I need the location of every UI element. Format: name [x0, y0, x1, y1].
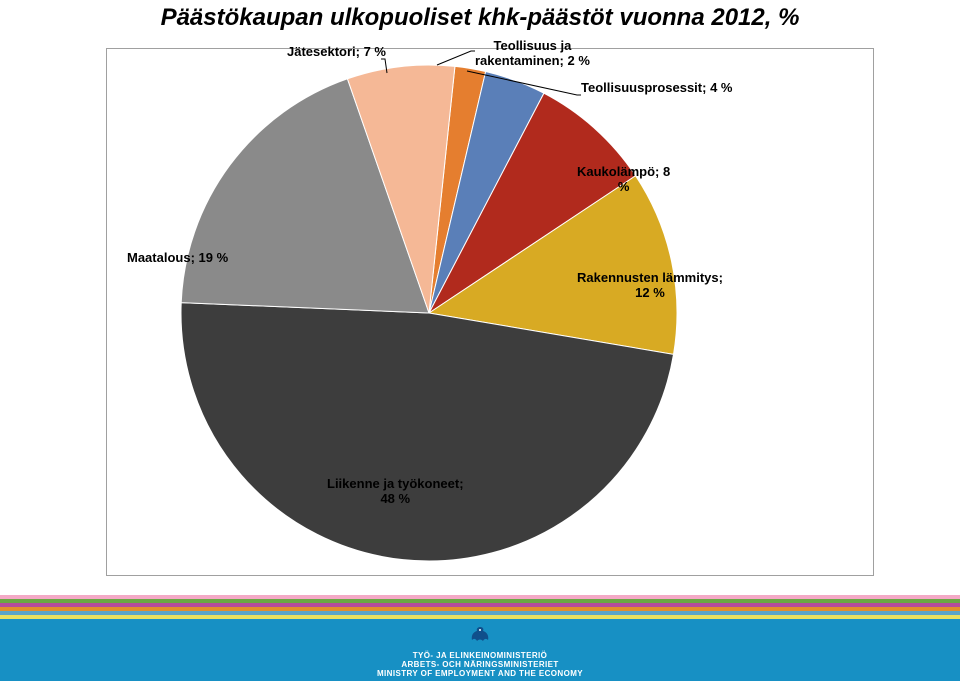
label-rakennusten_lammitys: Rakennusten lämmitys; 12 % — [577, 271, 723, 301]
label-teollisuus_rakentaminen: Teollisuus ja rakentaminen; 2 % — [475, 39, 590, 69]
pie-chart — [107, 49, 875, 577]
ministry-text: TYÖ- JA ELINKEINOMINISTERIÖARBETS- OCH N… — [377, 651, 583, 678]
chart-container: Teollisuus ja rakentaminen; 2 %Teollisuu… — [106, 48, 874, 576]
footer-stripes — [0, 595, 960, 619]
leader-teollisuus_rakentaminen — [437, 51, 475, 65]
label-teollisuusprosessit: Teollisuusprosessit; 4 % — [581, 81, 732, 96]
label-kaukolampo: Kaukolämpö; 8 % — [577, 165, 670, 195]
crest-svg — [466, 624, 494, 644]
ministry-line-2: MINISTRY OF EMPLOYMENT AND THE ECONOMY — [377, 669, 583, 678]
page-title: Päästökaupan ulkopuoliset khk-päästöt vu… — [0, 4, 960, 32]
footer: TYÖ- JA ELINKEINOMINISTERIÖARBETS- OCH N… — [0, 595, 960, 681]
footer-blue-bar: TYÖ- JA ELINKEINOMINISTERIÖARBETS- OCH N… — [0, 619, 960, 681]
page: Päästökaupan ulkopuoliset khk-päästöt vu… — [0, 0, 960, 681]
crest-icon — [466, 624, 494, 649]
label-jatesektori: Jätesektori; 7 % — [287, 45, 386, 60]
pie-slice-liikenne_tyokoneet — [181, 303, 674, 561]
ministry-line-0: TYÖ- JA ELINKEINOMINISTERIÖ — [377, 651, 583, 660]
label-liikenne_tyokoneet: Liikenne ja työkoneet; 48 % — [327, 477, 464, 507]
label-maatalous: Maatalous; 19 % — [127, 251, 228, 266]
ministry-line-1: ARBETS- OCH NÄRINGSMINISTERIET — [377, 660, 583, 669]
